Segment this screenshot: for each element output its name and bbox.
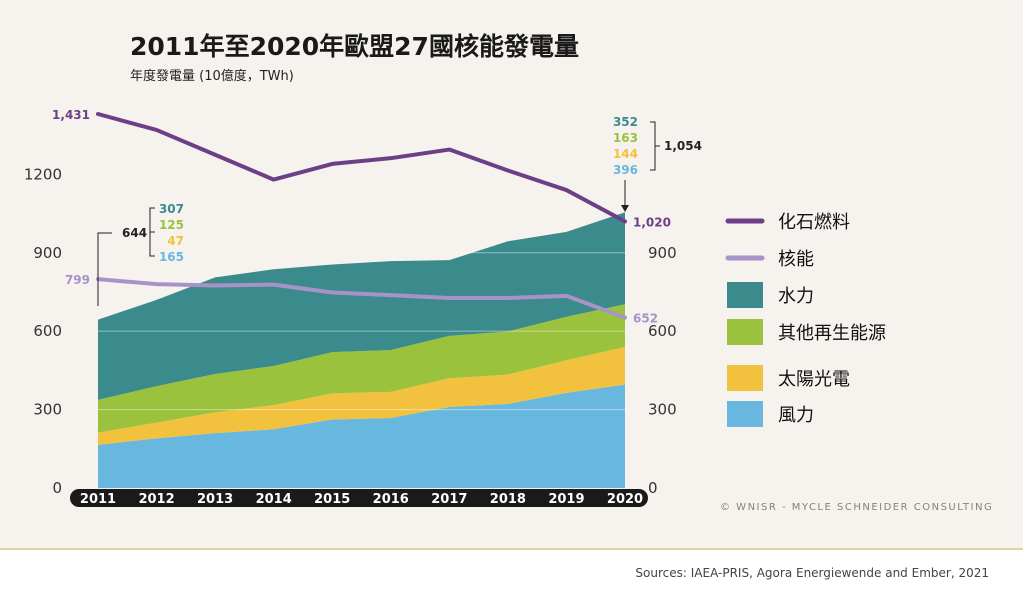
chart-title: 2011年至2020年歐盟27國核能發電量: [130, 32, 579, 61]
legend-label-1: 核能: [778, 249, 814, 270]
nuclear-start-label: 799: [65, 273, 90, 287]
x-tick-2017: 2017: [431, 492, 467, 507]
area-series-0: [98, 384, 625, 488]
y-tick-right-2: 600: [648, 322, 677, 340]
y-tick-left-2: 600: [33, 322, 62, 340]
x-tick-2019: 2019: [548, 492, 584, 507]
legend-label-4: 太陽光電: [778, 369, 850, 390]
fossil-start-label: 1,431: [52, 108, 90, 122]
x-tick-2015: 2015: [314, 492, 350, 507]
y-tick-left-3: 900: [33, 244, 62, 262]
nuclear-end-label: 652: [633, 312, 658, 326]
y-tick-left-0: 0: [52, 479, 62, 497]
x-tick-2018: 2018: [490, 492, 526, 507]
chart: 2011年至2020年歐盟27國核能發電量 年度發電量 (10億度，TWh) 0…: [24, 32, 993, 513]
copyright-text: © WNISR - MYCLE SCHNEIDER CONSULTING: [720, 502, 993, 513]
y-axis-right: 0 300 600 900: [648, 244, 677, 497]
legend-label-5: 風力: [778, 405, 814, 426]
sources-text: Sources: IAEA-PRIS, Agora Energiewende a…: [635, 566, 989, 580]
x-tick-2016: 2016: [373, 492, 409, 507]
y-tick-left-1: 300: [33, 401, 62, 419]
breakdown-2011-1: 125: [159, 218, 184, 232]
fossil-end-label: 1,020: [633, 215, 671, 229]
breakdown-2020-2: 144: [613, 147, 638, 161]
breakdown-2020-bracket: [650, 121, 660, 171]
y-tick-right-3: 900: [648, 244, 677, 262]
breakdown-2011-bracket: [149, 207, 155, 257]
legend-label-0: 化石燃料: [778, 212, 850, 233]
breakdown-2011-2: 47: [167, 234, 184, 248]
y-axis-left: 0 300 600 900 1200: [24, 165, 62, 497]
line-series-1: [96, 277, 627, 320]
breakdown-2020-3: 396: [613, 163, 638, 177]
total-2020-arrowhead: [621, 205, 629, 212]
x-tick-2014: 2014: [256, 492, 292, 507]
y-tick-right-1: 300: [648, 401, 677, 419]
breakdown-2020-1: 163: [613, 131, 638, 145]
annotations: 1,431 1,020 799 652 644 307 125 47 165 352 163 144 3…: [52, 108, 702, 326]
breakdown-2011-0: 307: [159, 202, 184, 216]
x-axis-band: [70, 489, 648, 507]
footer: Sources: IAEA-PRIS, Agora Energiewende a…: [0, 548, 1023, 592]
x-axis: 2011 2012 2013 2014 2015 2016 2017 2018 2019 2020: [70, 489, 648, 507]
area-series-1: [98, 346, 625, 445]
chart-subtitle: 年度發電量 (10億度，TWh): [130, 68, 294, 84]
legend-label-2: 水力: [778, 286, 814, 307]
legend-swatch-3: [727, 319, 763, 345]
breakdown-2011-3: 165: [159, 250, 184, 264]
area-series-2: [98, 304, 625, 433]
gridlines: [98, 252, 625, 411]
y-tick-right-0: 0: [648, 479, 658, 497]
total-2020-label: 1,054: [664, 139, 702, 153]
line-series: [96, 112, 627, 320]
legend-swatch-2: [727, 282, 763, 308]
x-tick-2012: 2012: [138, 492, 174, 507]
legend-swatch-4: [727, 365, 763, 391]
legend-label-3: 其他再生能源: [778, 323, 886, 344]
x-tick-2011: 2011: [80, 492, 116, 507]
breakdown-2020-0: 352: [613, 115, 638, 129]
total-2011-pointer: [97, 232, 112, 306]
area-layers: [98, 212, 625, 488]
total-2011-label: 644: [122, 226, 147, 240]
x-tick-2020: 2020: [607, 492, 643, 507]
line-series-0: [96, 112, 627, 224]
x-tick-2013: 2013: [197, 492, 233, 507]
legend-swatch-5: [727, 401, 763, 427]
area-series-3: [98, 212, 625, 400]
y-tick-left-4: 1200: [24, 165, 62, 183]
